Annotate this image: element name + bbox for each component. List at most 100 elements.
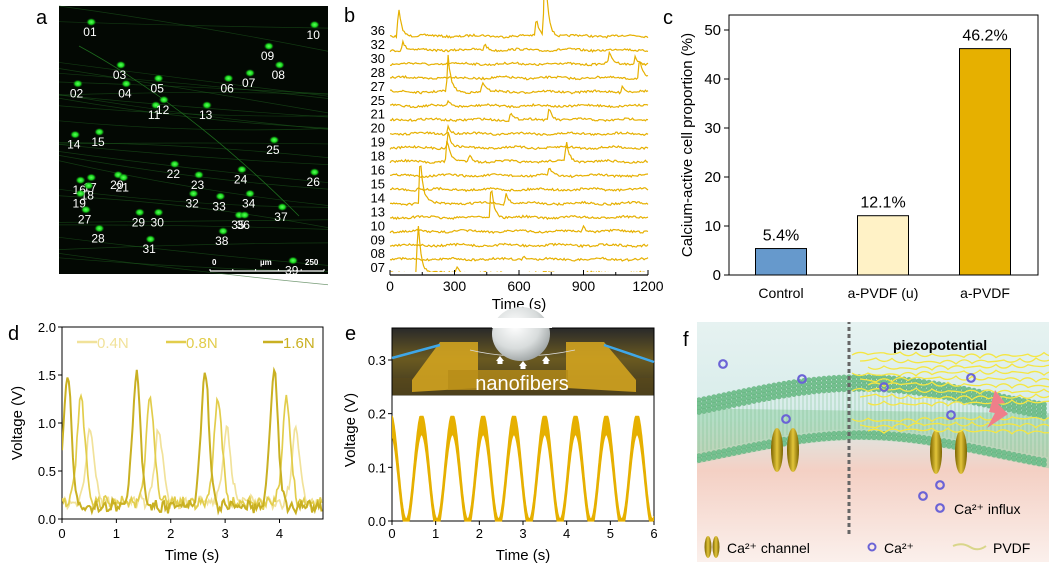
lipid-head	[741, 400, 747, 406]
lipid-head	[801, 437, 807, 444]
lipid-head	[701, 456, 707, 462]
pvdf-fiber	[867, 399, 1049, 407]
cell-soma	[86, 18, 97, 27]
lipid-head	[811, 388, 817, 395]
cell-id-label: 10	[307, 28, 321, 42]
calcium-trace-07	[389, 225, 647, 272]
calcium-trace-18	[389, 140, 649, 164]
neurite-fiber	[58, 5, 329, 52]
cell-id-label: 04	[118, 87, 132, 101]
cell-id-label: 20	[110, 178, 124, 192]
e-x-tick-label: 5	[607, 526, 614, 541]
cell-soma	[244, 69, 255, 77]
d-y-tick-label: 1.0	[38, 416, 56, 431]
cell-soma	[277, 203, 288, 211]
d-line-1.6N	[62, 366, 323, 516]
lipid-head	[796, 390, 802, 397]
cell-soma	[193, 170, 204, 179]
cell-soma	[188, 189, 199, 198]
scale-bar-end: 250	[305, 258, 319, 267]
lipid-head	[731, 402, 737, 408]
d-y-axis-label: Voltage (V)	[9, 386, 26, 460]
calcium-trace-19	[389, 131, 649, 151]
c-y-tick-label: 0	[713, 267, 721, 284]
neurite-fiber	[58, 72, 329, 99]
lipid-head	[731, 450, 737, 456]
calcium-ion-icon	[879, 382, 889, 392]
cell-soma	[145, 235, 156, 244]
pvdf-legend-icon	[952, 543, 987, 551]
lipid-head	[771, 394, 777, 401]
lipid-head	[756, 445, 762, 451]
trace-label: 20	[371, 121, 385, 136]
lipid-head	[716, 453, 722, 459]
lipid-head	[891, 387, 897, 394]
channel-legend-icon	[704, 536, 720, 558]
cell-markers: 0102030405060708091011121314151617181920…	[67, 18, 320, 278]
neurite-fiber	[58, 142, 329, 145]
e-x-tick-label: 3	[519, 526, 526, 541]
b-x-ticks: 0 300 600 900 1200	[386, 270, 664, 294]
c-y-tick-label: 10	[704, 218, 721, 235]
e-x-tick-label: 0	[388, 526, 395, 541]
cell-id-label: 38	[215, 234, 229, 248]
e-y-tick-label: 0.2	[368, 407, 386, 422]
e-x-tick-label: 2	[476, 526, 483, 541]
e-y-ticks: 0.0 0.1 0.2 0.3	[368, 353, 392, 529]
e-voltage-band	[392, 415, 654, 522]
lipid-head	[701, 408, 707, 414]
c-y-tick-label: 20	[704, 169, 721, 186]
nanofibers-label: nanofibers	[475, 373, 568, 395]
e-x-tick-label: 4	[563, 526, 570, 541]
lipid-head	[706, 455, 712, 461]
lipid-head	[941, 442, 947, 448]
d-line-0.8N	[62, 392, 323, 512]
cell-id-label: 15	[91, 135, 105, 149]
cell-id-label: 01	[83, 25, 97, 39]
calcium-ion-icon	[946, 410, 956, 420]
neurite-fibers	[58, 5, 329, 286]
lipid-head	[816, 436, 822, 442]
calcium-trace-30	[389, 50, 649, 67]
lipid-head	[831, 435, 837, 441]
c-data-label: 5.4%	[763, 228, 799, 245]
panel-a: a 01020304050607080910111213141516171819…	[36, 5, 329, 286]
c-bars: 5.4% 12.1% 46.2%	[755, 28, 1011, 276]
cell-soma	[121, 79, 132, 88]
c-x-labels: Control a-PVDF (u) a-PVDF	[758, 285, 1009, 301]
d-y-tick-label: 0.0	[38, 512, 56, 527]
cell-id-label: 30	[151, 215, 165, 229]
b-x-tick-label: 1200	[632, 278, 663, 294]
lipid-head	[901, 436, 907, 443]
device-photo: nanofibers	[391, 307, 655, 396]
lipid-head	[746, 447, 752, 453]
e-y-tick-label: 0.1	[368, 460, 386, 475]
e-voltage-wave	[392, 415, 654, 522]
neurite-fiber	[58, 151, 329, 183]
f-legend: Ca²⁺ channel Ca²⁺ PVDF	[704, 536, 1030, 558]
neurite-fiber	[58, 94, 329, 118]
trace-label: 08	[371, 246, 385, 261]
panel-e: e nanofibers 0.0 0.1 0.2 0.3 0 1 2 3 4 5 6 Time (…	[342, 307, 658, 564]
pvdf-fiber	[859, 375, 1049, 383]
b-x-tick-label: 0	[386, 278, 394, 294]
lipid-head	[841, 386, 847, 393]
lipid-head	[1026, 458, 1032, 465]
cell-id-label: 07	[242, 76, 256, 90]
calcium-ions	[718, 359, 976, 513]
neurite-fiber	[58, 160, 329, 206]
lipid-head	[831, 387, 837, 393]
lipid-head	[996, 452, 1002, 459]
cell-id-label: 24	[234, 172, 248, 186]
d-x-tick-label: 0	[58, 526, 65, 541]
lipid-head	[841, 434, 847, 441]
cell-id-label: 14	[67, 138, 81, 152]
cell-soma	[236, 165, 247, 174]
panel-letter-a: a	[36, 7, 48, 29]
d-y-tick-label: 1.5	[38, 368, 56, 383]
neurite-fiber	[58, 68, 329, 114]
lipid-head	[876, 434, 882, 441]
lipid-head	[826, 435, 832, 441]
lipid-head	[981, 449, 987, 456]
calcium-trace-14	[389, 165, 649, 206]
